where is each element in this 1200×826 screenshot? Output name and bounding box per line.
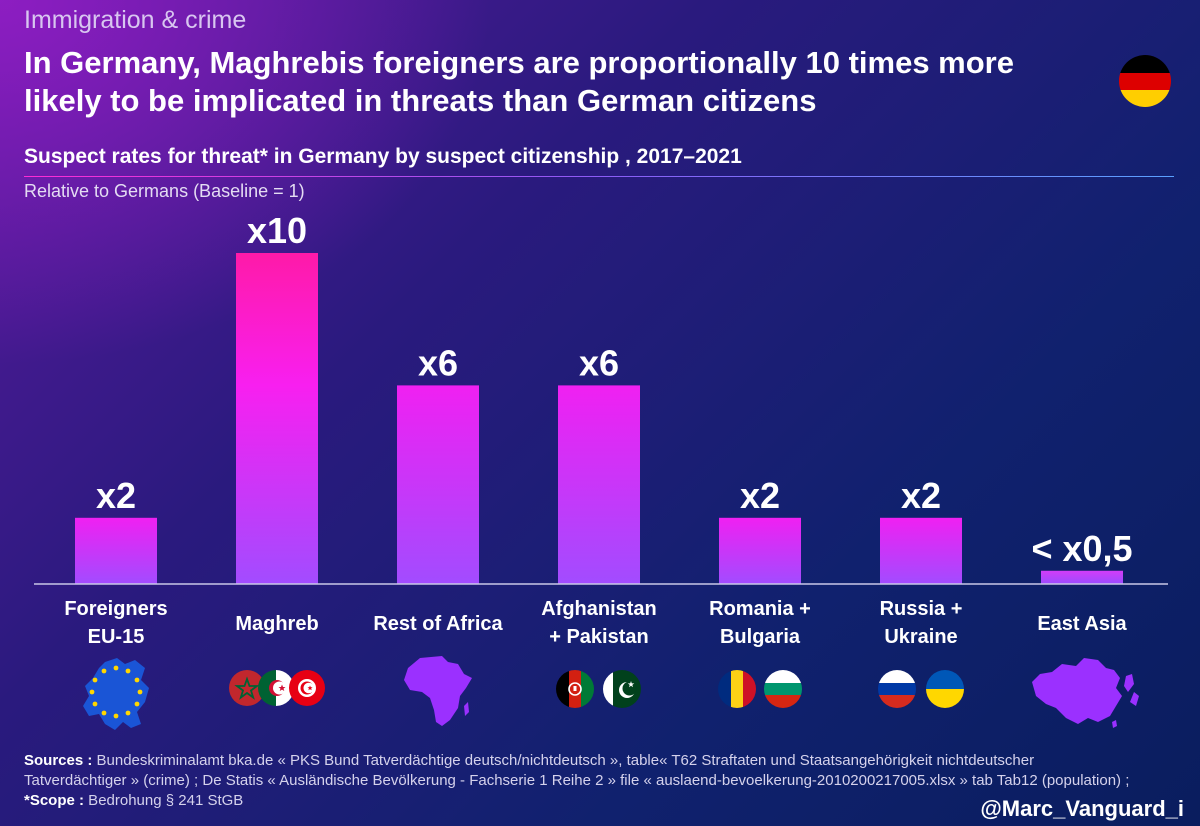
category-label-0: Foreigners EU-15 [64,598,167,648]
bar-chart: x2 x10 x6 x6 x2 x2 < x0,5 Foreigners EU-15 Maghr… [34,210,1168,648]
pakistan-flag-icon [603,670,641,713]
category-label-1: Maghreb [235,613,318,635]
data-label-2: x6 [418,342,458,383]
category-label-5: Russia + Ukraine [880,598,963,648]
category-label-3: Afghanistan + Pakistan [541,598,657,648]
data-label-6: < x0,5 [1031,528,1132,569]
bar-3 [558,385,640,584]
bar-1 [236,253,318,584]
ukraine-flag-icon [926,670,964,713]
category-label-2: Rest of Africa [373,613,503,635]
chart-title: Suspect rates for threat* in Germany by … [24,145,742,168]
scope-label: *Scope : [24,792,85,809]
kicker: Immigration & crime [24,6,247,34]
chart-subtitle: Relative to Germans (Baseline = 1) [24,181,305,201]
sources-text: Bundeskriminalamt bka.de « PKS Bund Tatv… [24,752,1130,789]
bulgaria-flag-icon [764,670,802,713]
data-label-1: x10 [247,210,307,251]
data-label-4: x2 [740,475,780,516]
afghanistan-flag-icon [556,670,594,713]
data-label-3: x6 [579,342,619,383]
bar-6 [1041,570,1123,584]
romania-flag-icon [718,670,756,713]
data-label-0: x2 [96,475,136,516]
africa-map-icon [398,652,478,737]
russia-flag-icon [878,670,916,713]
scope-text: Bedrohung § 241 StGB [84,792,244,809]
category-label-4: Romania + Bulgaria [709,598,811,648]
morocco-flag-icon [229,670,265,711]
category-label-6: East Asia [1037,613,1127,635]
author-handle: @Marc_Vanguard_i [980,796,1184,821]
bar-2 [397,385,479,584]
sources-label: Sources : [24,752,93,769]
eu-map-icon [75,652,157,739]
bar-5 [880,517,962,584]
tunisia-flag-icon [289,670,325,711]
bar-0 [75,517,157,584]
germany-flag-icon [1119,55,1171,107]
bar-4 [719,517,801,584]
sources-note: Sources : Bundeskriminalamt bka.de « PKS… [24,751,1134,811]
east-asia-map-icon [1026,652,1144,737]
data-label-5: x2 [901,475,941,516]
algeria-flag-icon [258,670,294,711]
headline: In Germany, Maghrebis foreigners are pro… [24,45,1014,118]
title-divider [24,176,1174,177]
